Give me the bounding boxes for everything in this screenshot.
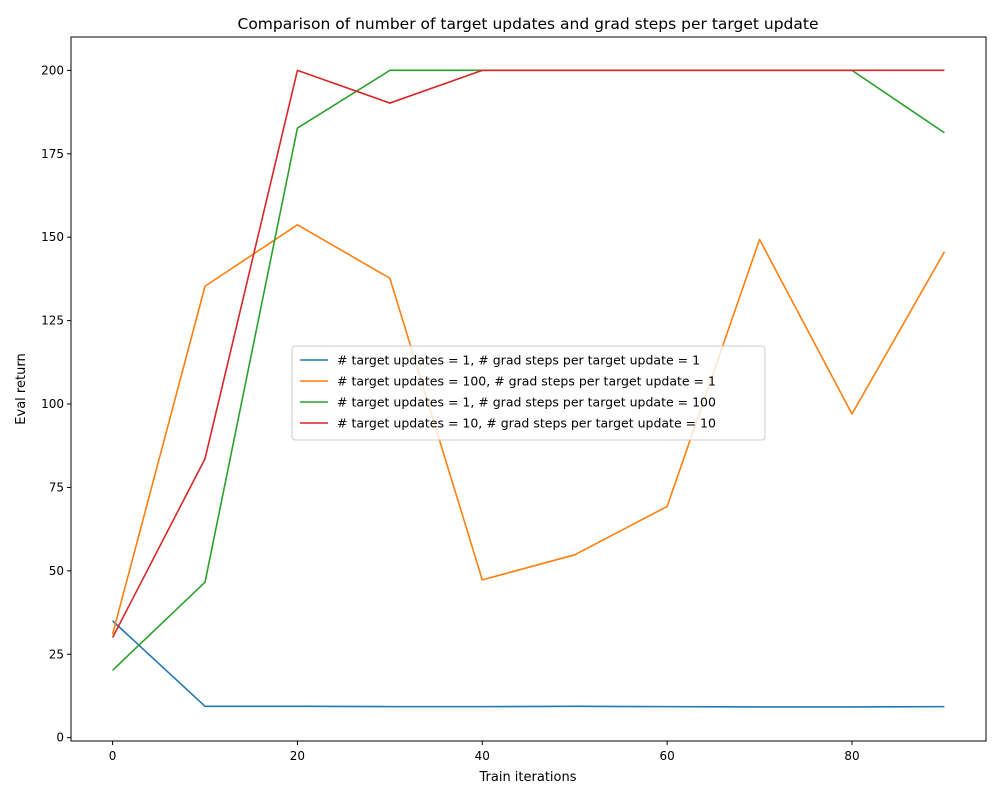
y-tick-label: 150 [41, 230, 64, 244]
legend-entry: # target updates = 100, # grad steps per… [337, 374, 716, 389]
series-line-4 [111, 69, 945, 638]
plot-area [111, 69, 946, 708]
y-tick-label: 0 [56, 731, 64, 745]
x-tick-label: 60 [659, 749, 674, 763]
y-tick-label: 125 [41, 314, 64, 328]
legend-entry: # target updates = 1, # grad steps per t… [337, 395, 716, 410]
y-axis-label: Eval return [14, 353, 29, 424]
legend: # target updates = 1, # grad steps per t… [291, 345, 766, 441]
legend-box [291, 345, 766, 441]
y-tick-label: 75 [49, 480, 64, 494]
x-tick-label: 40 [475, 749, 490, 763]
x-tick-label: 20 [290, 749, 305, 763]
series-line-1 [112, 620, 945, 708]
legend-entry: # target updates = 10, # grad steps per … [337, 416, 716, 431]
axes: 0 20 40 60 80 0 25 50 75 100 125 150 175 200 [41, 63, 860, 763]
y-tick-label: 25 [49, 647, 64, 661]
plot-frame [70, 36, 987, 742]
series-line-2 [111, 224, 946, 635]
legend-entry: # target updates = 1, # grad steps per t… [337, 353, 700, 368]
x-tick-label: 80 [844, 749, 859, 763]
y-tick-label: 50 [49, 564, 64, 578]
x-tick-label: 0 [109, 749, 117, 763]
x-axis-label: Train iterations [478, 770, 576, 785]
chart-title: Comparison of number of target updates a… [238, 15, 819, 33]
y-tick-label: 100 [41, 397, 64, 411]
y-tick-label: 200 [41, 63, 64, 77]
y-tick-label: 175 [41, 147, 64, 161]
